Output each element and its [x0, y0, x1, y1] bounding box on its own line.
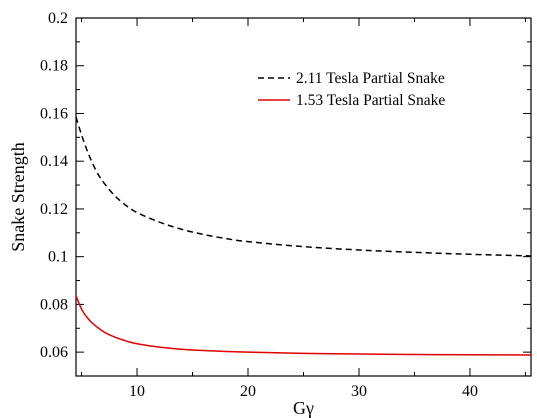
- x-tick-label: 40: [462, 383, 478, 400]
- y-tick-label: 0.06: [40, 344, 68, 361]
- series-layer: [75, 116, 532, 356]
- y-tick-label: 0.12: [40, 201, 68, 218]
- y-tick-label: 0.08: [40, 296, 68, 313]
- series-line-1: [75, 295, 532, 356]
- y-tick-label: 0.18: [40, 58, 68, 75]
- y-axis-title: Snake Strength: [8, 142, 28, 252]
- tick-labels: 10 20 30 40 0.06 0.08 0.1 0.12 0.14 0.16 0.18 0.2: [40, 10, 478, 400]
- legend: 2.11 Tesla Partial Snake 1.53 Tesla Part…: [258, 70, 445, 109]
- legend-label-2-11-tesla: 2.11 Tesla Partial Snake: [296, 70, 445, 87]
- x-tick-label: 10: [129, 383, 145, 400]
- series-line-0: [75, 116, 532, 257]
- x-tick-label: 30: [351, 383, 367, 400]
- x-tick-label: 20: [240, 383, 256, 400]
- y-tick-label: 0.2: [48, 10, 68, 27]
- y-tick-label: 0.1: [48, 249, 68, 266]
- y-tick-label: 0.14: [40, 153, 68, 170]
- legend-label-1-53-tesla: 1.53 Tesla Partial Snake: [296, 92, 445, 109]
- y-tick-label: 0.16: [40, 105, 68, 122]
- x-axis-title: Gγ: [293, 398, 314, 418]
- tick-marks: [76, 17, 531, 376]
